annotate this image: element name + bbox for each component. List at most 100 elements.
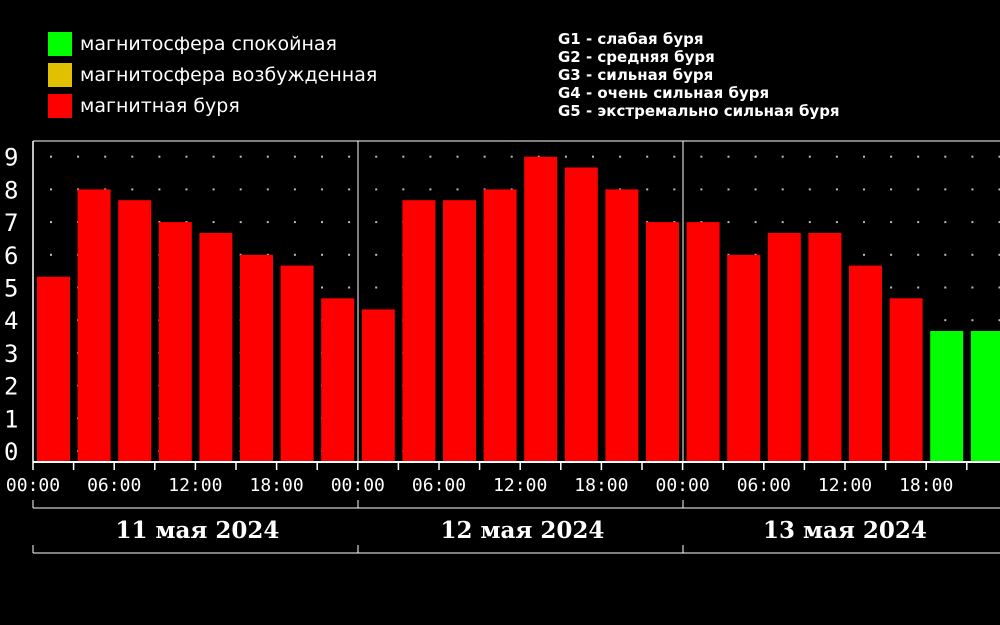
grid-dot [293, 221, 296, 224]
grid-dot [998, 319, 1000, 322]
grid-dot [375, 188, 378, 191]
grid-dot [808, 155, 811, 158]
grid-dot [917, 253, 920, 256]
grid-dot [754, 155, 757, 158]
grid-dot [348, 286, 351, 289]
grid-dot [863, 253, 865, 256]
grid-dot [77, 155, 80, 158]
y-tick-label-2: 2 [4, 373, 18, 401]
grid-dot [754, 221, 757, 224]
grid-dot [456, 155, 459, 158]
grid-dot [212, 155, 215, 158]
grid-dot [266, 188, 269, 191]
grid-dot [890, 188, 893, 191]
day-label-1: 12 мая 2024 [441, 517, 605, 544]
bar-21 [889, 298, 923, 462]
x-tick-label-7: 18:00 [574, 475, 628, 496]
y-tick-label-9: 9 [4, 144, 18, 172]
bar-6 [280, 265, 314, 462]
grid-dot [321, 253, 323, 256]
storm-scale-g5: G5 - экстремально сильная буря [558, 102, 840, 120]
legend-swatch-quiet [48, 31, 72, 56]
grid-dot [863, 221, 865, 224]
grid-dot [348, 188, 351, 191]
x-tick-label-1: 06:00 [87, 475, 141, 496]
grid-dot [131, 155, 134, 158]
grid-dot [375, 221, 378, 224]
grid-dot [781, 155, 784, 158]
grid-dot [917, 188, 920, 191]
bar-13 [564, 167, 598, 462]
grid-dot [727, 188, 730, 191]
legend-item-quiet: магнитосфера спокойная [48, 28, 377, 59]
bar-22 [930, 330, 964, 462]
y-tick-label-1: 1 [4, 405, 18, 433]
grid-dot [944, 253, 947, 256]
legend-label-excited: магнитосфера возбужденная [80, 63, 378, 86]
grid-dot [971, 286, 974, 289]
grid-dot [212, 221, 215, 224]
y-tick-label-5: 5 [4, 275, 18, 303]
grid-dot [998, 286, 1000, 289]
bar-12 [524, 156, 558, 462]
grid-dot [158, 188, 161, 191]
bar-2 [118, 200, 152, 463]
grid-dot [971, 319, 974, 322]
grid-dot [50, 221, 52, 224]
bar-10 [443, 200, 476, 463]
grid-dot [375, 286, 378, 289]
bar-23 [970, 330, 1000, 462]
grid-dot [321, 286, 323, 289]
grid-dot [944, 155, 947, 158]
grid-dot [890, 155, 893, 158]
x-tick-label-9: 06:00 [737, 475, 791, 496]
grid-dot [402, 188, 405, 191]
legend-item-storm: магнитная буря [48, 90, 377, 121]
bar-14 [605, 189, 639, 462]
legend: магнитосфера спокойная магнитосфера возб… [48, 28, 377, 121]
grid-dot [50, 155, 52, 158]
grid-dot [510, 155, 513, 158]
grid-dot [212, 188, 215, 191]
grid-dot [754, 188, 757, 191]
grid-dot [944, 319, 947, 322]
grid-dot [239, 221, 242, 224]
grid-dot [808, 221, 811, 224]
grid-dot [104, 155, 107, 158]
legend-item-excited: магнитосфера возбужденная [48, 59, 377, 90]
grid-dot [239, 155, 242, 158]
grid-dot [483, 155, 486, 158]
x-tick-label-3: 18:00 [250, 475, 304, 496]
grid-dot [835, 188, 838, 191]
grid-dot [592, 155, 594, 158]
day-label-2: 13 мая 2024 [763, 517, 927, 544]
legend-label-quiet: магнитосфера спокойная [80, 32, 337, 55]
bar-11 [483, 189, 517, 462]
grid-dot [944, 188, 947, 191]
x-tick-label-6: 12:00 [493, 475, 547, 496]
grid-dot [158, 155, 161, 158]
grid-dot [50, 253, 52, 256]
bar-3 [158, 222, 192, 462]
grid-dot [781, 188, 784, 191]
bar-17 [727, 254, 761, 462]
grid-dot [727, 221, 730, 224]
grid-dot [700, 188, 703, 191]
grid-dot [971, 155, 974, 158]
grid-dot [429, 155, 432, 158]
storm-scale-g1: G1 - слабая буря [558, 30, 704, 48]
grid-dot [348, 253, 351, 256]
grid-dot [564, 155, 567, 158]
x-tick-label-8: 00:00 [656, 475, 710, 496]
grid-dot [808, 188, 811, 191]
grid-dot [917, 221, 920, 224]
y-tick-label-8: 8 [4, 176, 18, 204]
bar-1 [77, 189, 111, 462]
grid-dot [348, 221, 351, 224]
grid-dot [998, 253, 1000, 256]
grid-dot [266, 155, 269, 158]
x-tick-label-11: 18:00 [899, 475, 953, 496]
x-tick-label-0: 00:00 [6, 475, 60, 496]
grid-dot [293, 188, 296, 191]
y-tick-label-4: 4 [4, 307, 18, 335]
